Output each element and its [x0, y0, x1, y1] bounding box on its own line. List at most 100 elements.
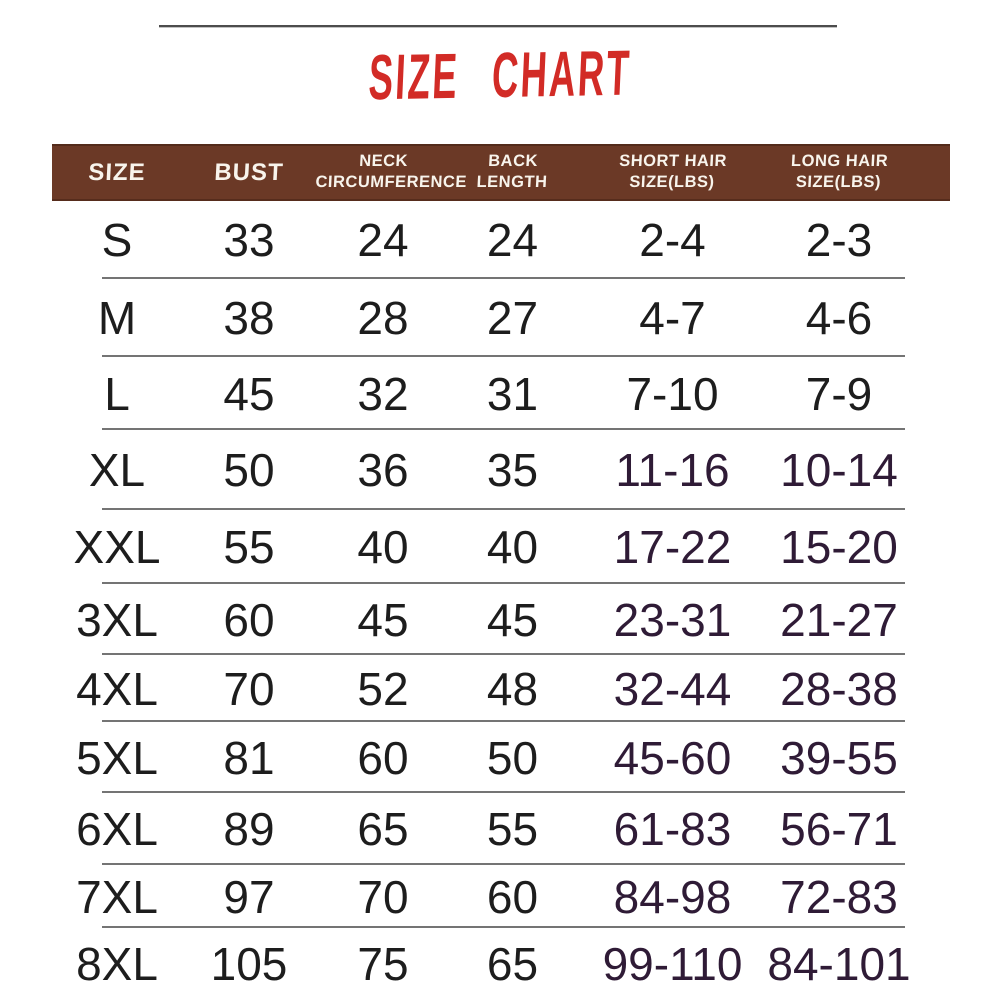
cell-xxl-neck-circumference: 40 [357, 521, 409, 573]
cell-6xl-size: 6XL [76, 803, 158, 855]
column-header-line: CIRCUMFERENCE [315, 173, 468, 192]
cell-6xl-short-hair-size-lbs: 61-83 [613, 803, 732, 855]
cell-6xl-back-length: 55 [486, 803, 539, 855]
cell-6xl-bust: 89 [223, 803, 275, 855]
cell-4xl-bust: 70 [223, 662, 275, 715]
cell-8xl-size: 8XL [76, 938, 158, 990]
cell-5xl-short-hair-size-lbs: 45-60 [613, 731, 732, 784]
cell-8xl-back-length: 65 [486, 938, 539, 990]
cell-m-long-hair-size-lbs: 4-6 [805, 292, 873, 344]
cell-7xl-back-length: 60 [486, 870, 539, 923]
column-header-line: SIZE(LBS) [628, 173, 716, 192]
column-header-back-length: BACK LENGTH [449, 151, 592, 194]
cell-l-long-hair-size-lbs: 7-9 [805, 367, 873, 420]
table-row-l: L 45 32 31 7-10 7-9 [52, 357, 950, 430]
cell-6xl-long-hair-size-lbs: 56-71 [780, 803, 898, 855]
cell-7xl-short-hair-size-lbs: 84-98 [613, 870, 732, 923]
cell-s-size: S [101, 214, 133, 266]
cell-8xl-short-hair-size-lbs: 99-110 [602, 938, 743, 990]
cell-3xl-bust: 60 [223, 593, 275, 646]
cell-xl-short-hair-size-lbs: 11-16 [615, 444, 730, 496]
column-header-bust: BUST [181, 158, 316, 186]
cell-5xl-bust: 81 [223, 731, 275, 784]
cell-4xl-size: 4XL [76, 662, 158, 715]
cell-7xl-bust: 97 [223, 870, 275, 923]
cell-m-back-length: 27 [486, 292, 539, 344]
table-row-8xl: 8XL 105 75 65 99-110 84-101 [52, 928, 950, 1000]
table-row-s: S 33 24 24 2-4 2-3 [52, 201, 950, 279]
cell-s-long-hair-size-lbs: 2-3 [805, 214, 873, 266]
column-header-neck-circumference: NECK CIRCUMFERENCE [315, 151, 468, 194]
column-header-long-hair-size-lbs: LONG HAIR SIZE(LBS) [753, 151, 951, 194]
cell-7xl-neck-circumference: 70 [357, 870, 409, 923]
cell-5xl-long-hair-size-lbs: 39-55 [780, 731, 898, 784]
top-divider-line [159, 25, 837, 27]
table-row-7xl: 7XL 97 70 60 84-98 72-83 [52, 865, 950, 928]
cell-xxl-bust: 55 [223, 521, 275, 573]
table-row-6xl: 6XL 89 65 55 61-83 56-71 [52, 793, 950, 865]
cell-s-bust: 33 [223, 214, 275, 266]
cell-3xl-long-hair-size-lbs: 21-27 [780, 593, 898, 646]
cell-s-neck-circumference: 24 [357, 214, 409, 266]
cell-4xl-short-hair-size-lbs: 32-44 [613, 662, 732, 715]
cell-xl-size: XL [88, 444, 146, 496]
cell-l-bust: 45 [223, 367, 275, 420]
cell-l-neck-circumference: 32 [357, 367, 409, 420]
cell-4xl-long-hair-size-lbs: 28-38 [780, 662, 898, 715]
column-header-line: SIZE [87, 158, 147, 186]
cell-xl-long-hair-size-lbs: 10-14 [780, 444, 898, 496]
cell-l-back-length: 31 [486, 367, 539, 420]
cell-xxl-back-length: 40 [486, 521, 539, 573]
page-title: SIZE CHART [367, 36, 633, 114]
table-row-5xl: 5XL 81 60 50 45-60 39-55 [52, 722, 950, 793]
cell-xxl-short-hair-size-lbs: 17-22 [613, 521, 732, 573]
cell-8xl-long-hair-size-lbs: 84-101 [767, 938, 911, 990]
column-header-line: SHORT HAIR [618, 152, 728, 171]
cell-l-short-hair-size-lbs: 7-10 [626, 367, 719, 420]
column-header-line: LENGTH [476, 173, 548, 192]
cell-7xl-size: 7XL [76, 870, 158, 923]
cell-m-short-hair-size-lbs: 4-7 [639, 292, 706, 344]
table-row-xl: XL 50 36 35 11-16 10-14 [52, 430, 950, 510]
cell-3xl-size: 3XL [76, 593, 158, 646]
cell-4xl-back-length: 48 [486, 662, 539, 715]
table-row-4xl: 4XL 70 52 48 32-44 28-38 [52, 655, 950, 722]
column-header-line: BUST [213, 158, 285, 186]
size-chart-table: SIZE BUST NECK CIRCUMFERENCE BACK LENGTH SHORT… [52, 144, 950, 1000]
column-header-line: SIZE(LBS) [795, 173, 882, 192]
cell-xl-bust: 50 [223, 444, 275, 496]
cell-xl-neck-circumference: 36 [357, 444, 409, 496]
column-header-line: NECK [358, 152, 409, 171]
table-row-m: M 38 28 27 4-7 4-6 [52, 279, 950, 357]
table-header-row: SIZE BUST NECK CIRCUMFERENCE BACK LENGTH SHORT… [52, 144, 950, 201]
cell-5xl-size: 5XL [76, 731, 158, 784]
column-header-size: SIZE [51, 158, 182, 186]
cell-l-size: L [104, 367, 130, 420]
table-body: S 33 24 24 2-4 2-3 M 38 28 27 4-7 4-6 L 45 32 31 7-10 7-9… [52, 201, 950, 1000]
cell-6xl-neck-circumference: 65 [357, 803, 409, 855]
cell-8xl-bust: 105 [210, 938, 288, 990]
cell-m-neck-circumference: 28 [357, 292, 409, 344]
cell-5xl-neck-circumference: 60 [357, 731, 409, 784]
cell-s-back-length: 24 [486, 214, 539, 266]
cell-3xl-neck-circumference: 45 [357, 593, 409, 646]
cell-8xl-neck-circumference: 75 [357, 938, 409, 990]
column-header-line: LONG HAIR [790, 152, 889, 171]
cell-7xl-long-hair-size-lbs: 72-83 [780, 870, 898, 923]
cell-xxl-size: XXL [73, 521, 161, 573]
cell-3xl-short-hair-size-lbs: 23-31 [613, 593, 732, 646]
cell-s-short-hair-size-lbs: 2-4 [639, 214, 706, 266]
title-container: SIZE CHART [0, 36, 1000, 114]
cell-m-size: M [97, 292, 137, 344]
cell-4xl-neck-circumference: 52 [357, 662, 409, 715]
cell-xxl-long-hair-size-lbs: 15-20 [780, 521, 898, 573]
cell-5xl-back-length: 50 [486, 731, 539, 784]
cell-m-bust: 38 [223, 292, 275, 344]
table-row-3xl: 3XL 60 45 45 23-31 21-27 [52, 584, 950, 655]
cell-3xl-back-length: 45 [486, 593, 539, 646]
column-header-line: BACK [487, 152, 539, 171]
table-row-xxl: XXL 55 40 40 17-22 15-20 [52, 510, 950, 584]
column-header-short-hair-size-lbs: SHORT HAIR SIZE(LBS) [590, 151, 755, 194]
cell-xl-back-length: 35 [486, 444, 539, 496]
